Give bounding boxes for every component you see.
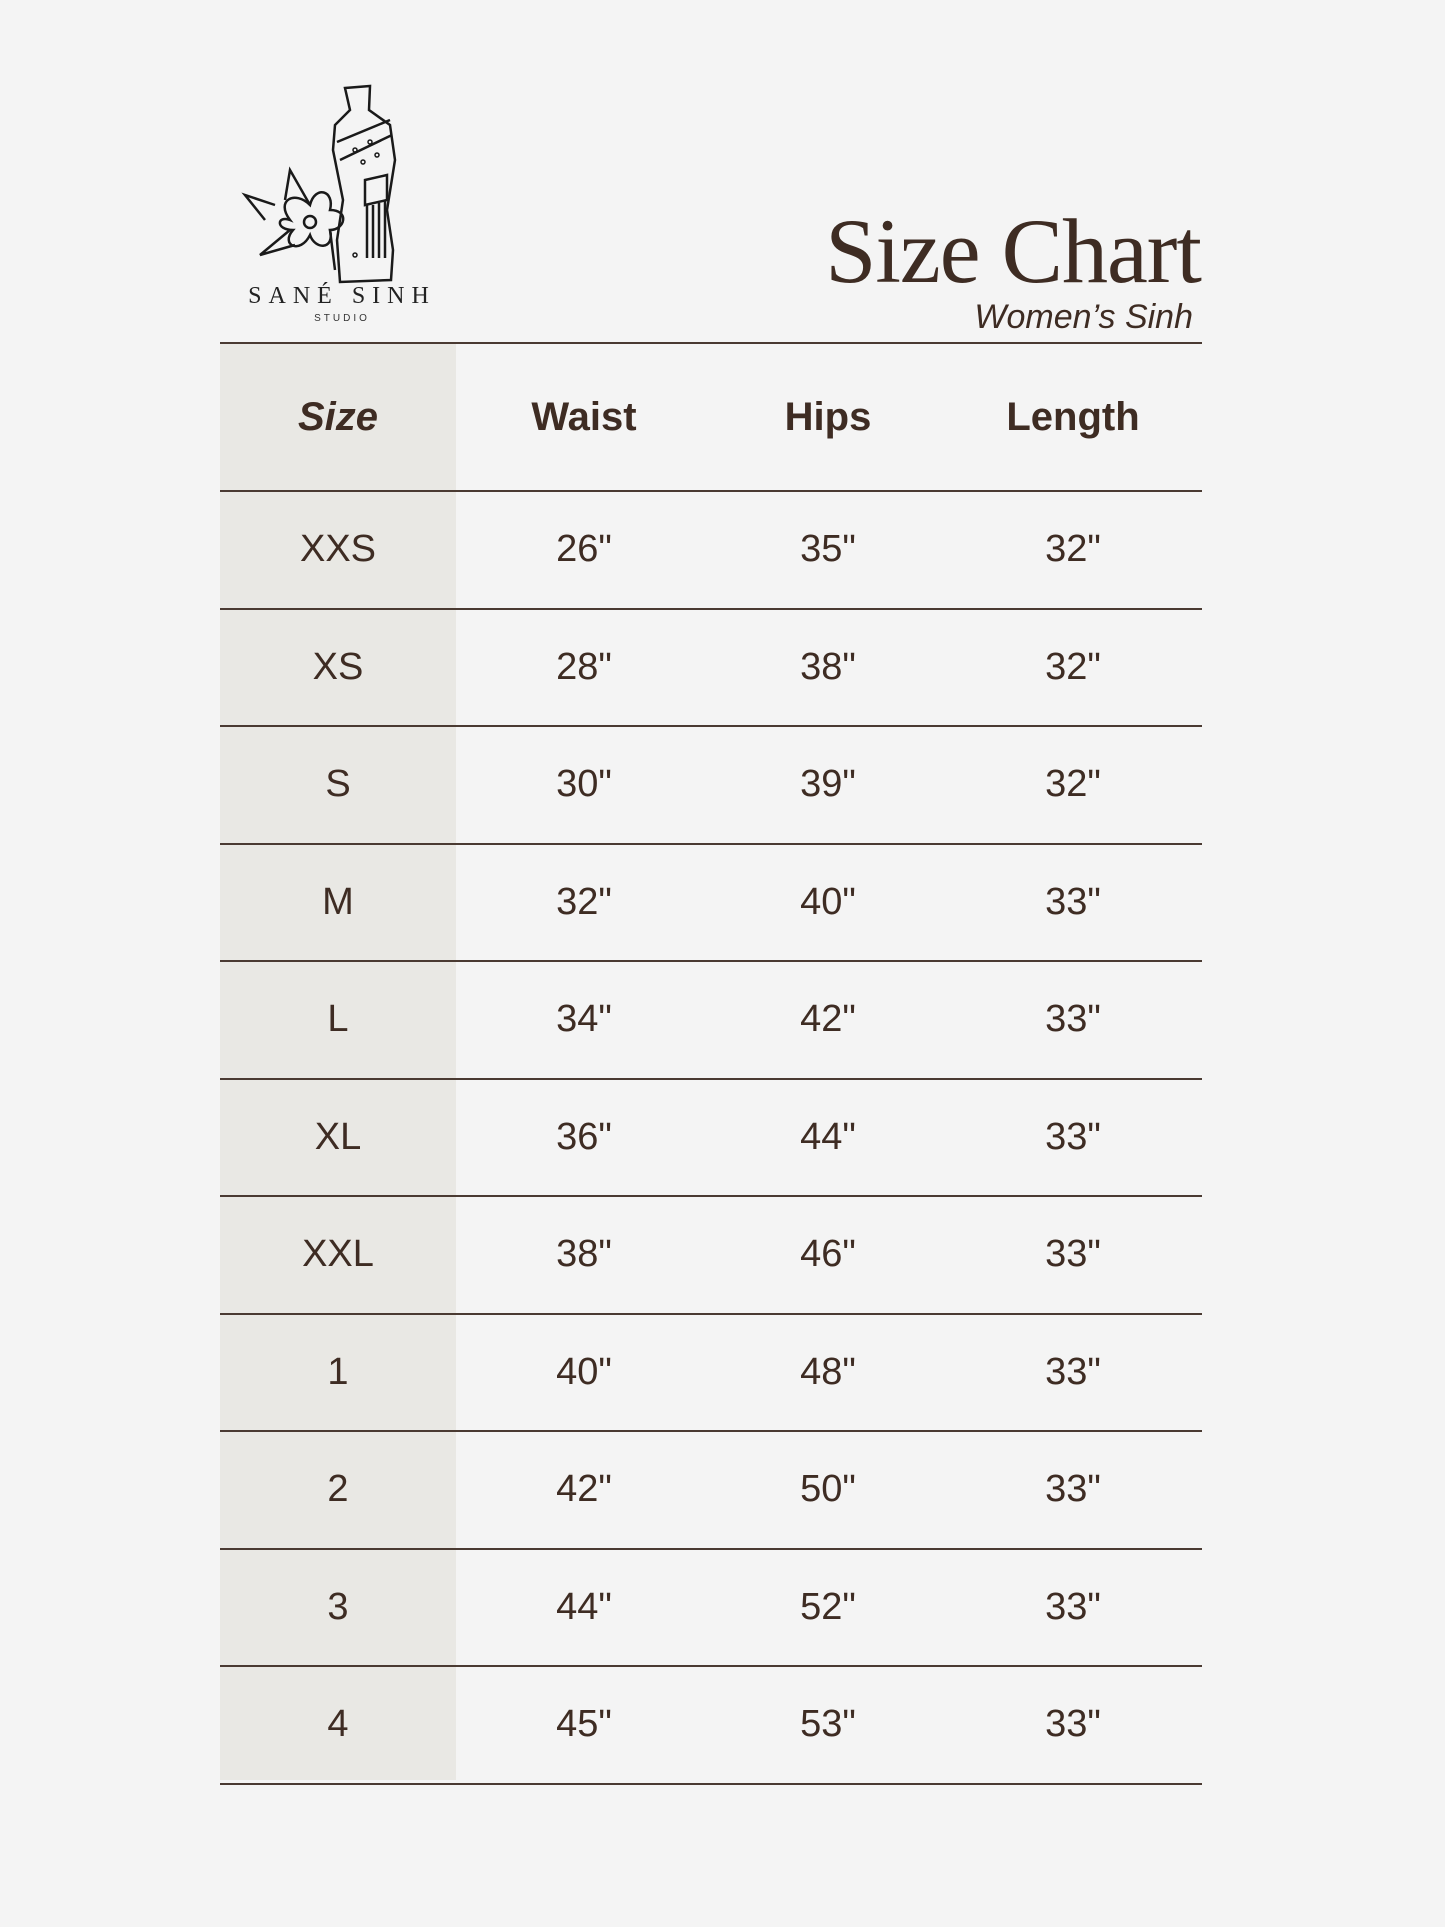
cell-waist: 26" [556, 528, 612, 571]
cell-waist: 32" [556, 880, 612, 923]
cell-size: 2 [327, 1468, 349, 1511]
column-header-size: Size [297, 394, 379, 439]
cell-length: 33" [1045, 1115, 1101, 1158]
cell-waist: 28" [556, 645, 612, 688]
cell-length: 33" [1045, 1350, 1101, 1393]
cell-hips: 38" [800, 645, 856, 688]
cell-length: 32" [1045, 645, 1101, 688]
size-column-background [220, 342, 456, 1780]
cell-hips: 40" [800, 880, 856, 923]
table-row: XXL 38" 46" 33" [220, 1195, 1202, 1313]
table-row: 3 44" 52" 33" [220, 1547, 1202, 1666]
cell-waist: 45" [556, 1703, 612, 1746]
table-header-row: Size Waist Hips Length [220, 342, 1202, 490]
cell-waist: 34" [556, 998, 612, 1041]
cell-size: XL [314, 1115, 362, 1158]
cell-hips: 53" [800, 1703, 856, 1746]
column-header-waist: Waist [531, 394, 637, 439]
cell-waist: 44" [556, 1585, 612, 1628]
cell-size: M [322, 880, 354, 923]
table-row: XS 28" 38" 32" [220, 607, 1202, 726]
table-row: S 30" 39" 32" [220, 725, 1202, 843]
cell-hips: 48" [800, 1350, 856, 1393]
cell-waist: 42" [556, 1468, 612, 1511]
table-row: 1 40" 48" 33" [220, 1312, 1202, 1431]
cell-length: 32" [1045, 763, 1101, 806]
cell-length: 33" [1045, 880, 1101, 923]
cell-waist: 40" [556, 1350, 612, 1393]
brand-logo-mannequin-flower [241, 84, 397, 284]
cell-length: 32" [1045, 528, 1101, 571]
cell-hips: 44" [800, 1115, 856, 1158]
cell-length: 33" [1045, 1703, 1101, 1746]
table-row: M 32" 40" 33" [220, 842, 1202, 961]
cell-size: 4 [327, 1703, 349, 1746]
cell-size: 3 [327, 1585, 349, 1628]
cell-waist: 36" [556, 1115, 612, 1158]
cell-length: 33" [1045, 1468, 1101, 1511]
cell-hips: 35" [800, 528, 856, 571]
table-row: 4 45" 53" 33" [220, 1665, 1202, 1785]
cell-size: S [325, 763, 351, 806]
table-row: 2 42" 50" 33" [220, 1430, 1202, 1548]
cell-size: L [327, 998, 349, 1041]
cell-length: 33" [1045, 998, 1101, 1041]
cell-length: 33" [1045, 1585, 1101, 1628]
brand-subtitle: STUDIO [314, 313, 370, 324]
column-header-hips: Hips [784, 394, 872, 439]
cell-hips: 52" [800, 1585, 856, 1628]
cell-waist: 38" [556, 1233, 612, 1276]
cell-hips: 42" [800, 998, 856, 1041]
cell-size: XXL [302, 1233, 374, 1276]
cell-size: XXS [299, 528, 377, 571]
table-row: XL 36" 44" 33" [220, 1077, 1202, 1196]
table-row: XXS 26" 35" 32" [220, 490, 1202, 608]
cell-length: 33" [1045, 1233, 1101, 1276]
cell-hips: 50" [800, 1468, 856, 1511]
cell-hips: 46" [800, 1233, 856, 1276]
cell-size: 1 [327, 1350, 349, 1393]
size-table: Size Waist Hips Length XXS 26" 35" 32" XS 28"… [220, 342, 1202, 1785]
brand-name: SANÉ SINH [248, 283, 436, 309]
page-title: Size Chart [825, 200, 1202, 302]
cell-waist: 30" [556, 763, 612, 806]
cell-size: XS [312, 645, 364, 688]
column-header-length: Length [1006, 394, 1140, 439]
page-subtitle: Women’s Sinh [974, 298, 1193, 336]
cell-hips: 39" [800, 763, 856, 806]
table-row: L 34" 42" 33" [220, 960, 1202, 1078]
